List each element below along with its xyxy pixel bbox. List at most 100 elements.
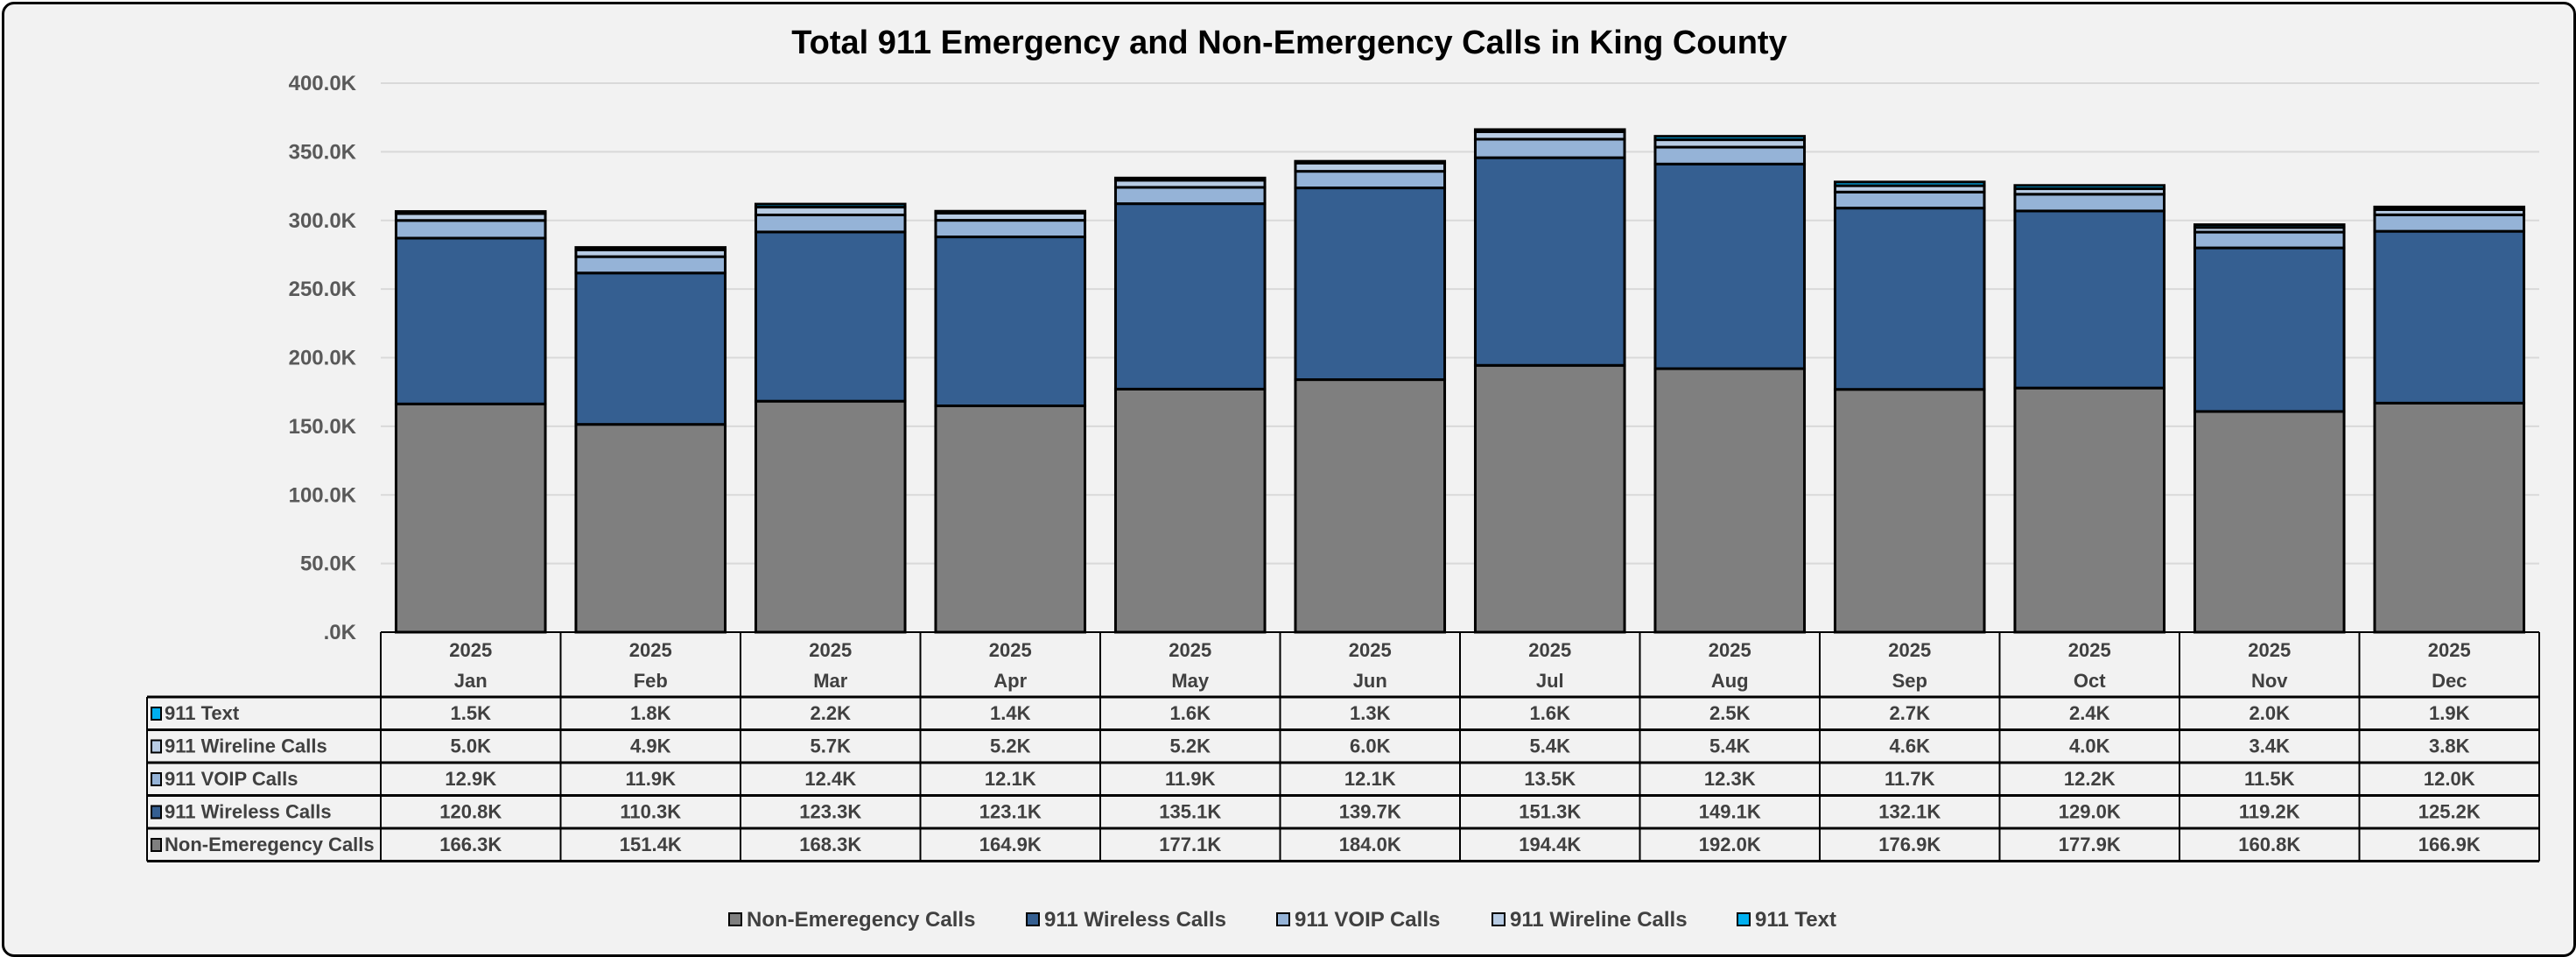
data-label: 123.3K bbox=[799, 801, 861, 823]
x-tick-month: Sep bbox=[1892, 670, 1927, 692]
table-row-label: 911 VOIP Calls bbox=[165, 768, 298, 790]
bar-segment bbox=[574, 246, 727, 251]
data-label: 12.2K bbox=[2064, 768, 2116, 790]
bar-segment bbox=[394, 236, 547, 405]
x-tick-year: 2025 bbox=[809, 639, 852, 661]
bar-segment bbox=[2193, 223, 2346, 229]
bar-segment bbox=[394, 210, 547, 215]
legend-label: Non-Emeregency Calls bbox=[747, 908, 975, 932]
data-label: 5.2K bbox=[990, 735, 1031, 757]
x-tick-month: Nov bbox=[2251, 670, 2288, 692]
table-row-label: 911 Wireline Calls bbox=[165, 735, 327, 757]
bar-segment bbox=[394, 219, 547, 240]
bar-segment bbox=[1473, 156, 1626, 367]
bar-segment bbox=[1473, 128, 1626, 133]
data-label: 2.5K bbox=[1709, 702, 1751, 724]
table-row-label: 911 Wireless Calls bbox=[165, 801, 332, 823]
data-label: 139.7K bbox=[1339, 801, 1401, 823]
chart-title: Total 911 Emergency and Non-Emergency Ca… bbox=[791, 25, 1786, 61]
data-label: 177.1K bbox=[1159, 834, 1221, 855]
data-label: 151.4K bbox=[620, 834, 682, 855]
y-tick-label: 200.0K bbox=[289, 347, 357, 370]
data-label: 1.3K bbox=[1350, 702, 1391, 724]
legend-item: 911 VOIP Calls bbox=[1276, 908, 1440, 932]
bar-segment bbox=[2373, 213, 2526, 233]
x-tick-month: May bbox=[1171, 670, 1210, 692]
data-label: 120.8K bbox=[439, 801, 502, 823]
x-tick-month: Feb bbox=[634, 670, 668, 692]
data-label: 1.4K bbox=[990, 702, 1031, 724]
x-tick-month: Mar bbox=[813, 670, 848, 692]
data-label: 3.8K bbox=[2429, 735, 2470, 757]
bar-segment bbox=[2193, 410, 2346, 634]
bar-segment bbox=[1833, 207, 1986, 391]
y-tick-label: 400.0K bbox=[289, 72, 357, 95]
data-label: 119.2K bbox=[2239, 801, 2300, 823]
bar-segment bbox=[2013, 386, 2166, 634]
y-tick-label: 350.0K bbox=[289, 140, 357, 164]
legend-swatch-icon bbox=[1737, 912, 1751, 926]
data-label: 3.4K bbox=[2250, 735, 2291, 757]
legend-key-icon bbox=[151, 707, 162, 721]
data-label: 12.1K bbox=[1344, 768, 1396, 790]
bar-segment bbox=[754, 202, 907, 209]
data-label: 160.8K bbox=[2238, 834, 2300, 855]
data-label: 12.0K bbox=[2424, 768, 2475, 790]
data-label: 1.8K bbox=[630, 702, 671, 724]
legend-swatch-icon bbox=[1276, 912, 1290, 926]
bar-segment bbox=[1833, 388, 1986, 634]
bar-segment bbox=[1294, 170, 1447, 190]
data-label: 1.5K bbox=[451, 702, 492, 724]
x-tick-month: Aug bbox=[1711, 670, 1749, 692]
bar-segment bbox=[754, 213, 907, 234]
data-label: 151.3K bbox=[1519, 801, 1581, 823]
y-tick-label: 100.0K bbox=[289, 483, 357, 507]
x-tick-year: 2025 bbox=[629, 639, 672, 661]
legend-key-icon bbox=[151, 772, 162, 786]
table-row-label: Non-Emeregency Calls bbox=[165, 834, 375, 855]
data-label: 12.9K bbox=[445, 768, 496, 790]
bar-segment bbox=[1473, 137, 1626, 159]
x-tick-year: 2025 bbox=[1349, 639, 1392, 661]
bar-segment bbox=[2013, 193, 2166, 213]
bar-segment bbox=[934, 405, 1087, 634]
bar-segment bbox=[754, 399, 907, 634]
data-label: 176.9K bbox=[1878, 834, 1941, 855]
bar-segment bbox=[2373, 401, 2526, 634]
bar-segment bbox=[1294, 378, 1447, 634]
data-label: 149.1K bbox=[1699, 801, 1761, 823]
data-label: 2.7K bbox=[1890, 702, 1931, 724]
table-row-label: 911 Text bbox=[165, 702, 240, 724]
bar-segment bbox=[1113, 387, 1267, 634]
data-label: 1.9K bbox=[2429, 702, 2470, 724]
legend-key-icon bbox=[151, 838, 162, 852]
bar-segment bbox=[1833, 180, 1986, 187]
legend-key-icon bbox=[151, 805, 162, 820]
bar-segment bbox=[1653, 367, 1807, 634]
bar-segment bbox=[1473, 363, 1626, 634]
data-label: 13.5K bbox=[1524, 768, 1576, 790]
bar-segment bbox=[1294, 159, 1447, 165]
x-tick-year: 2025 bbox=[1709, 639, 1751, 661]
y-tick-label: 300.0K bbox=[289, 209, 357, 233]
data-label: 135.1K bbox=[1159, 801, 1221, 823]
legend-swatch-icon bbox=[1026, 912, 1040, 926]
bar-segment bbox=[754, 230, 907, 403]
bar-segment bbox=[2013, 184, 2166, 191]
x-tick-month: Jul bbox=[1536, 670, 1564, 692]
data-label: 12.3K bbox=[1704, 768, 1756, 790]
x-tick-month: Apr bbox=[993, 670, 1027, 692]
data-label: 11.5K bbox=[2244, 768, 2295, 790]
data-label: 129.0K bbox=[2059, 801, 2121, 823]
y-tick-label: 150.0K bbox=[289, 415, 357, 439]
data-label: 12.1K bbox=[985, 768, 1036, 790]
data-label: 177.9K bbox=[2059, 834, 2121, 855]
bar-segment bbox=[1653, 135, 1807, 142]
bar-segment bbox=[2193, 246, 2346, 413]
bar-segment bbox=[1113, 186, 1267, 206]
x-tick-month: Jan bbox=[454, 670, 488, 692]
legend-key-icon bbox=[151, 739, 162, 754]
legend-item: 911 Wireline Calls bbox=[1492, 908, 1688, 932]
y-tick-label: 250.0K bbox=[289, 278, 357, 301]
